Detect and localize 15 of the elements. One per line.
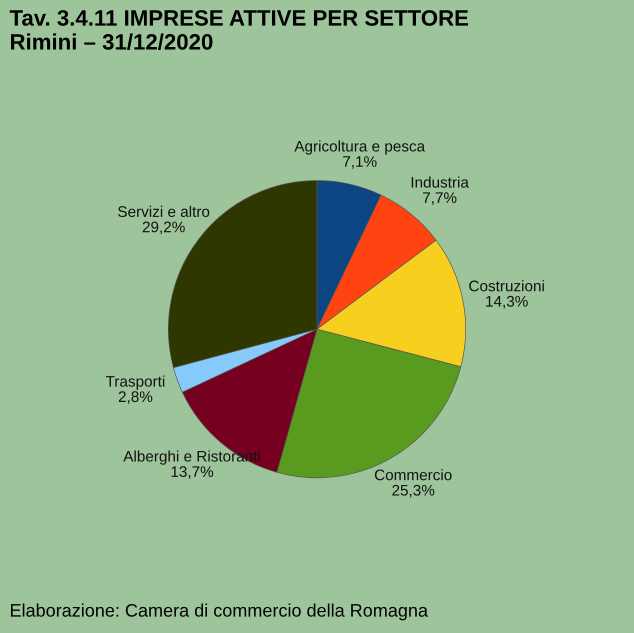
slice-label: Agricoltura e pesca	[294, 140, 426, 155]
data-label: 14,3%	[486, 296, 528, 309]
chart-title: Tav. 3.4.11 IMPRESE ATTIVE PER SETTORE Rimini – 31/12/2020	[10, 10, 468, 50]
data-label: 7,7%	[422, 192, 456, 205]
slice-label: Commercio	[374, 469, 452, 480]
data-label: 2,8%	[118, 391, 152, 404]
data-label: 13,7%	[172, 466, 214, 479]
data-label: 29,2%	[142, 222, 185, 234]
slice-label: Industria	[412, 176, 469, 188]
slice-label: Trasporti	[106, 376, 164, 390]
data-label: 7,1%	[343, 156, 377, 169]
slice-label: Costruzioni	[469, 280, 544, 292]
data-label: 25,3%	[392, 484, 434, 498]
slice-label: Servizi e altro	[118, 206, 210, 218]
text: Elaborazione: Camera di commercio della Romagna	[10, 604, 428, 620]
